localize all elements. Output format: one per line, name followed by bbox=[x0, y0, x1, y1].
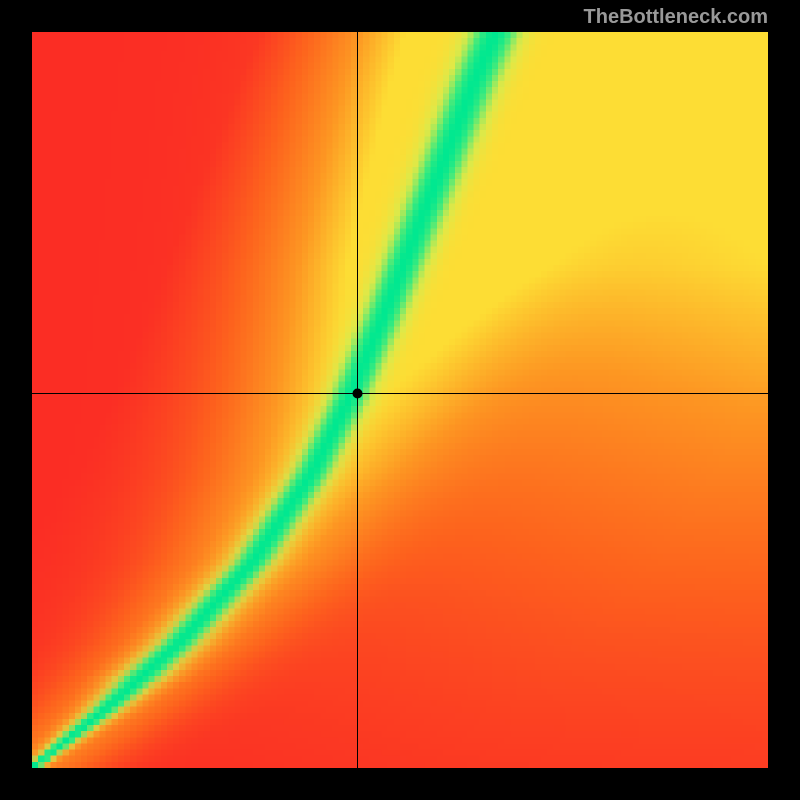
crosshair-overlay bbox=[32, 32, 768, 768]
watermark-text: TheBottleneck.com bbox=[584, 6, 768, 29]
